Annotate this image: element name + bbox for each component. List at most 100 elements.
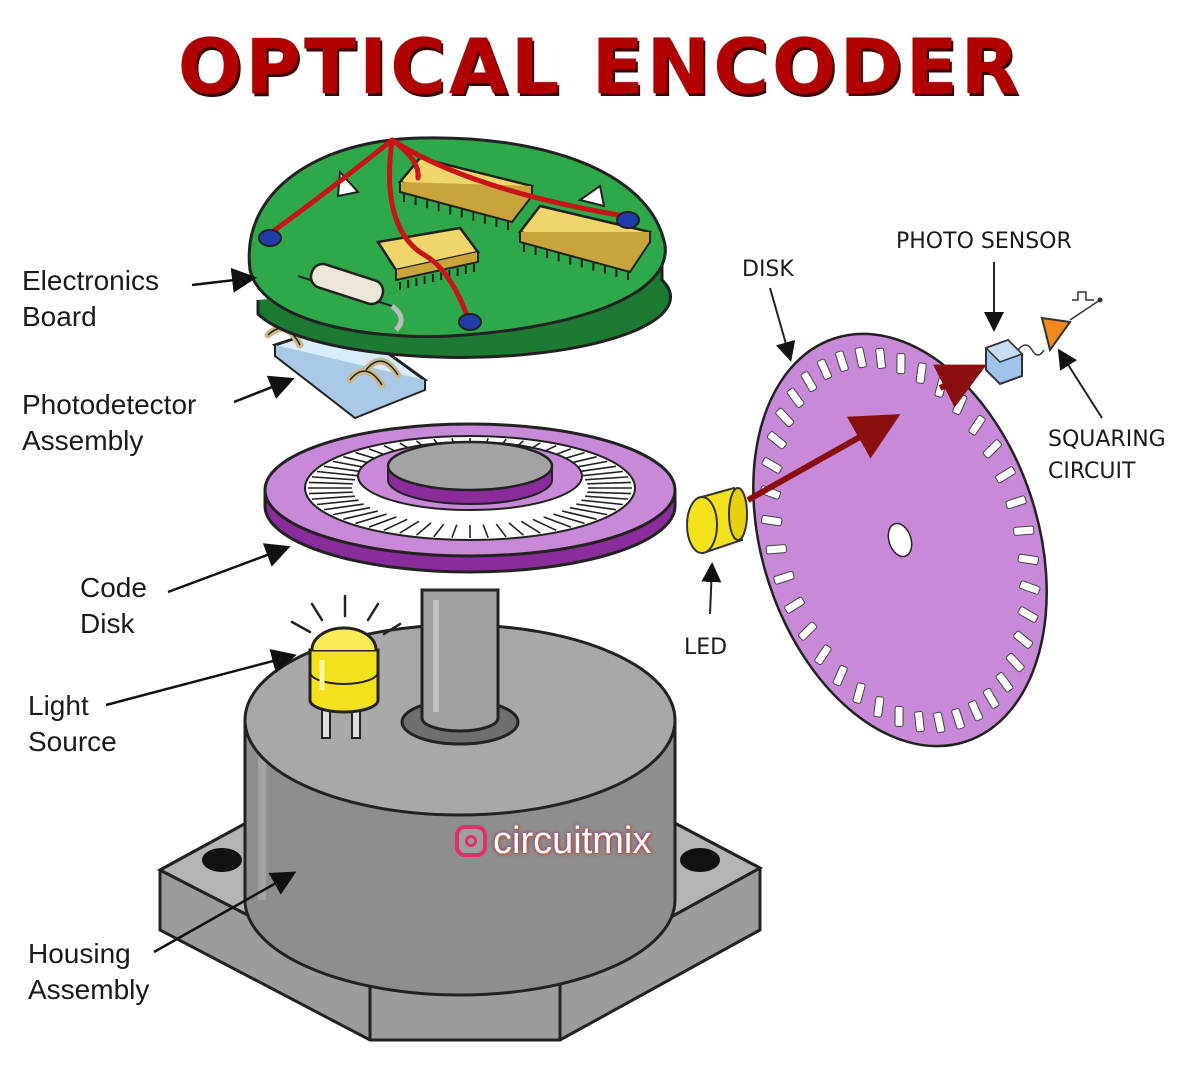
rotary-disk-slit [995, 466, 1016, 484]
code-disk-slit [569, 506, 608, 516]
label-line: Source [28, 726, 117, 757]
label-photo-sensor: PHOTO SENSOR [896, 229, 1072, 254]
rotary-disk-slit [800, 371, 818, 393]
code-disk-slit [317, 499, 359, 506]
code-disk-slit [343, 510, 378, 520]
rotary-disk-slit [967, 700, 984, 722]
label-photodetector-assembly: Photodetector Assembly [22, 387, 196, 459]
left-label-arrows [105, 267, 297, 954]
rotary-disk-slit [786, 387, 805, 408]
rotary-disk-slit [894, 705, 904, 727]
rotary-disk-slit [933, 711, 946, 734]
emitter-led [686, 486, 748, 554]
housing-assembly [156, 588, 764, 1042]
rotary-disk-slit [798, 621, 818, 641]
code-disk-slit [576, 465, 617, 473]
code-disk-slit [308, 481, 353, 485]
rotary-disk-slit [773, 570, 795, 585]
rotary-disk-slit [1019, 580, 1041, 595]
code-disk-slit [482, 524, 489, 538]
rotary-disk-slit [896, 353, 906, 375]
squaring-circuit [1017, 291, 1103, 356]
rotary-disk-slit [832, 664, 848, 687]
code-disk-slit [543, 516, 572, 528]
label-code-disk: Code Disk [80, 570, 147, 642]
label-light-source: Light Source [28, 688, 117, 760]
label-line: Disk [80, 608, 135, 639]
code-disk-slit [508, 522, 525, 536]
code-disk [263, 422, 677, 574]
electronics-board [247, 136, 672, 359]
rotary-disk-slit [816, 358, 833, 380]
code-disk-slit [323, 465, 364, 473]
code-disk-slit [495, 523, 507, 538]
code-disk-slit [312, 476, 356, 481]
watermark-handle: circuitmix [493, 820, 652, 862]
instagram-icon [455, 825, 487, 857]
rotary-disk-slit [760, 514, 783, 527]
label-squaring-circuit: SQUARING CIRCUIT [1048, 424, 1166, 488]
code-disk-slit [581, 499, 623, 506]
rotary-disk-slit [835, 350, 849, 372]
code-disk-slit [332, 506, 371, 516]
rotary-disk-slit [915, 362, 927, 384]
label-line: Assembly [28, 974, 150, 1005]
code-disk-slit [383, 518, 408, 532]
rotary-disk-slit [761, 457, 783, 474]
label-line: Assembly [22, 425, 144, 456]
code-disk-slit [312, 495, 356, 500]
rotary-disk-slit [968, 414, 986, 436]
rotary-disk-slit [995, 672, 1014, 693]
rotary-disk-slit [854, 346, 867, 369]
label-line: CIRCUIT [1048, 459, 1136, 484]
label-line: Electronics [22, 265, 159, 296]
label-housing-assembly: Housing Assembly [28, 936, 149, 1008]
code-disk-slit [584, 476, 628, 481]
light-source-led [290, 594, 402, 739]
rotary-disk-slit [951, 708, 965, 730]
label-line: Housing [28, 938, 131, 969]
code-disk-slit [584, 495, 628, 500]
rotary-disk-slits [759, 346, 1041, 734]
rotary-disk-slit [1013, 630, 1034, 649]
rotary-disk-slit [873, 696, 885, 718]
code-disk-slit [587, 481, 632, 485]
code-disk-slit [532, 518, 557, 532]
code-disk-slit [308, 491, 353, 495]
rotary-disk [752, 332, 1048, 748]
rotary-disk-slit [784, 596, 805, 614]
rotary-disk-slit [1013, 525, 1035, 536]
label-led: LED [684, 635, 728, 660]
code-disk-slit [576, 503, 617, 511]
rotary-disk-slit [1017, 606, 1039, 623]
rotary-disk-slit [1005, 495, 1027, 510]
rotary-disk-slit [982, 687, 1000, 709]
code-disk-slit [317, 470, 359, 477]
label-line: Photodetector [22, 389, 197, 420]
code-disk-slit [553, 513, 585, 525]
label-disk: DISK [742, 257, 794, 282]
rotary-disk-slit [766, 431, 787, 450]
code-disk-slit [433, 523, 445, 538]
light-beam [746, 364, 987, 503]
code-disk-slit [587, 491, 632, 495]
label-line: Light [28, 690, 89, 721]
code-disk-slit [323, 503, 364, 511]
rotary-disk-slit [814, 644, 832, 666]
rotary-disk-slit [914, 711, 925, 733]
rotary-disk-slit [1005, 652, 1025, 673]
resistor [297, 262, 404, 332]
code-disk-slit [399, 520, 420, 534]
right-label-arrows [701, 262, 1103, 615]
photo-sensor [984, 338, 1024, 386]
label-line: SQUARING [1048, 427, 1166, 452]
rotary-disk-slit [875, 347, 886, 369]
rotary-disk-slit [852, 682, 866, 704]
label-line: Code [80, 572, 147, 603]
code-disk-slit [355, 513, 387, 525]
rotary-disk-slit [775, 407, 795, 428]
watermark: circuitmix [455, 820, 651, 863]
diagram-title: OPTICAL ENCODER [177, 22, 1023, 111]
